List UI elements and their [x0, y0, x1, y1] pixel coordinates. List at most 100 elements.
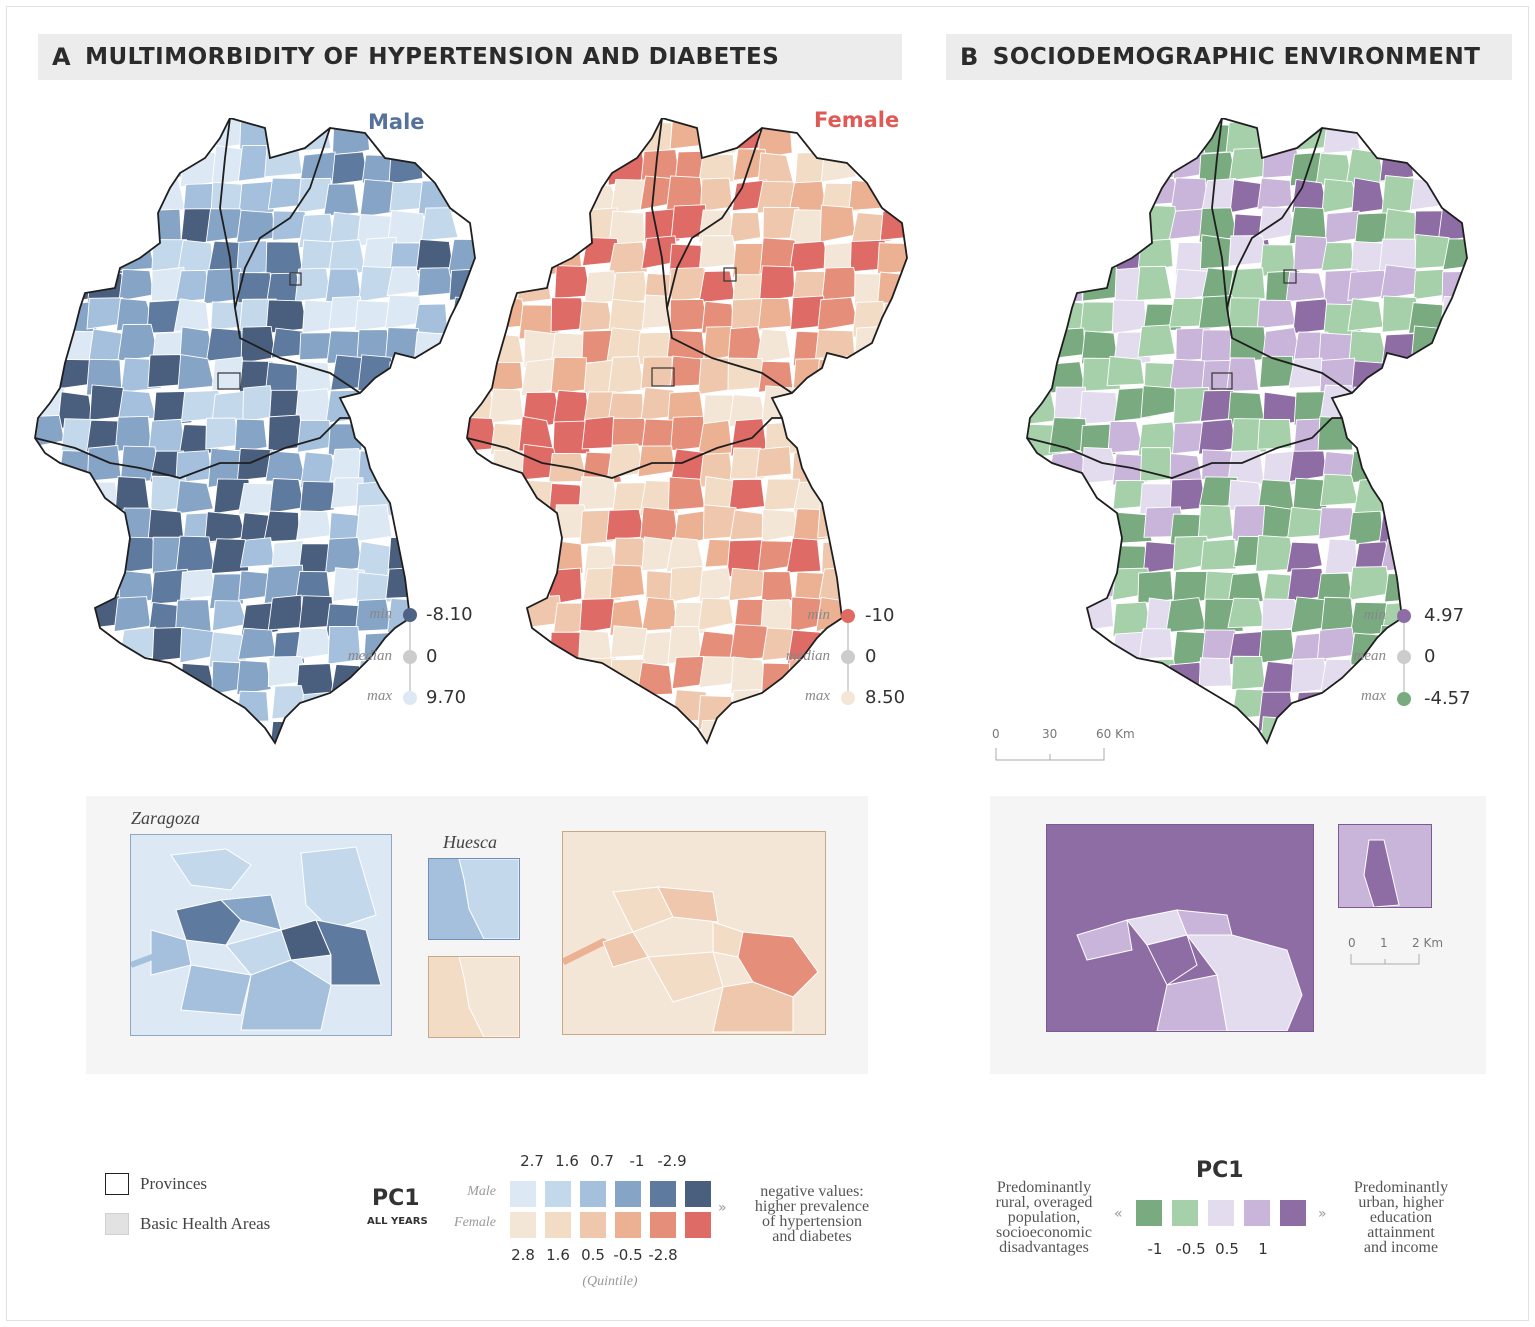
s-health-area: [1197, 504, 1234, 542]
f-health-area: [641, 596, 679, 632]
socio-legend-mean-value: 0: [1424, 646, 1436, 667]
male-map-title: Male: [368, 110, 425, 134]
f-health-area: [699, 235, 738, 269]
f-health-area: [640, 149, 681, 181]
huesca-male-inset: [428, 858, 520, 940]
m-health-area: [84, 481, 120, 512]
f-health-area: [821, 539, 862, 574]
s-health-area: [1259, 716, 1297, 743]
female-province-borders: [466, 118, 908, 745]
m-health-area: [118, 268, 155, 302]
f-health-area: [759, 265, 796, 302]
huesca-label: Huesca: [443, 832, 497, 852]
m-health-area: [263, 510, 300, 543]
m-health-area: [208, 573, 244, 610]
f-health-area: [640, 631, 675, 667]
m-health-area: [331, 118, 371, 158]
m-health-area: [413, 331, 454, 369]
female-legend-max-dot: [841, 691, 855, 705]
s-health-area: [1380, 333, 1418, 369]
male-zaragoza-marker: [217, 372, 241, 390]
m-health-area: [327, 625, 362, 665]
socio-province-borders: [1026, 118, 1468, 745]
m-health-area: [413, 303, 449, 336]
m-health-area: [210, 538, 250, 575]
f-health-area: [698, 567, 734, 603]
f-health-area: [665, 537, 705, 573]
socio-nums-value: 0.5: [1215, 1240, 1239, 1258]
female-legend-min-label: min: [807, 607, 831, 623]
f-health-area: [729, 509, 768, 541]
f-health-area: [761, 508, 799, 542]
f-health-area: [792, 386, 829, 420]
f-health-area: [579, 509, 614, 546]
f-health-area: [757, 298, 793, 330]
male-swatches-swatch: [650, 1181, 676, 1207]
m-health-area: [114, 476, 150, 512]
s-health-area: [1351, 386, 1383, 421]
f-health-area: [487, 361, 524, 394]
male-quint-nums-value: -1: [629, 1152, 645, 1170]
s-health-area: [1168, 661, 1204, 699]
s-health-area: [1200, 538, 1237, 571]
panel-a-letter: A: [52, 43, 72, 71]
f-health-area: [821, 266, 861, 303]
socio-nums-value: 1: [1258, 1240, 1268, 1258]
f-health-area: [487, 332, 524, 366]
socio-legend-min-dot: [1397, 609, 1411, 623]
socio-swatches-swatch: [1208, 1200, 1234, 1226]
male-quint-nums-value: -2.9: [657, 1152, 687, 1170]
female-huesca-marker: [723, 267, 737, 282]
f-health-area: [636, 662, 674, 697]
s-health-area: [1078, 241, 1114, 278]
f-health-area: [550, 356, 588, 395]
m-health-area: [147, 208, 182, 243]
male-legend-max-value: 9.70: [426, 687, 467, 708]
f-health-area: [819, 204, 856, 243]
provinces-swatch: [105, 1173, 129, 1195]
panel-a-title: MULTIMORBIDITY OF HYPERTENSION AND DIABE…: [85, 44, 780, 70]
s-health-area: [1199, 234, 1236, 270]
male-legend-median-label: median: [347, 648, 392, 664]
s-health-area: [1288, 450, 1328, 483]
socio-legend-mean-label: mean: [1353, 648, 1387, 664]
m-health-area: [204, 511, 247, 543]
f-health-area: [817, 296, 859, 332]
female-map-title: Female: [814, 108, 900, 132]
provinces-label: Provinces: [140, 1174, 208, 1193]
f-health-area: [607, 355, 645, 395]
legend-female-row-label: Female: [454, 1215, 496, 1230]
legend-a-note: negative values: higher prevalence of hy…: [754, 1183, 870, 1245]
f-health-area: [637, 445, 676, 478]
m-health-area: [236, 659, 272, 696]
f-health-area: [578, 476, 619, 511]
f-health-area: [605, 508, 646, 541]
socio-nums-value: -1: [1147, 1240, 1163, 1258]
legend-b-left-note: Predominantly rural, overaged population…: [995, 1179, 1093, 1256]
socio-zaragoza-marker: [1211, 372, 1233, 390]
female-legend-median-dot: [841, 650, 855, 664]
inset-scale-label-0: 0: [1348, 936, 1356, 950]
m-health-area: [268, 478, 305, 514]
f-health-area: [756, 328, 792, 364]
female-swatches-swatch: [580, 1212, 606, 1238]
m-health-area: [268, 118, 309, 149]
female-swatches-swatch: [615, 1212, 641, 1238]
f-health-area: [728, 478, 766, 511]
socio-swatches-swatch: [1172, 1200, 1198, 1226]
s-health-area: [1137, 324, 1176, 358]
figure-frame: [6, 6, 1529, 1321]
f-health-area: [788, 209, 826, 247]
inset-scale-label-2: 2 Km: [1412, 936, 1444, 950]
f-health-area: [611, 271, 649, 305]
s-health-area: [1138, 628, 1174, 659]
s-health-area: [1259, 355, 1295, 388]
s-health-area: [1322, 120, 1361, 154]
m-health-area: [324, 537, 363, 574]
m-health-area: [265, 299, 309, 335]
m-health-area: [238, 180, 275, 216]
socio-swatches-swatch: [1136, 1200, 1162, 1226]
m-health-area: [203, 118, 246, 151]
scale-label-0: 0: [992, 727, 1000, 741]
female-zaragoza-marker: [651, 367, 675, 387]
